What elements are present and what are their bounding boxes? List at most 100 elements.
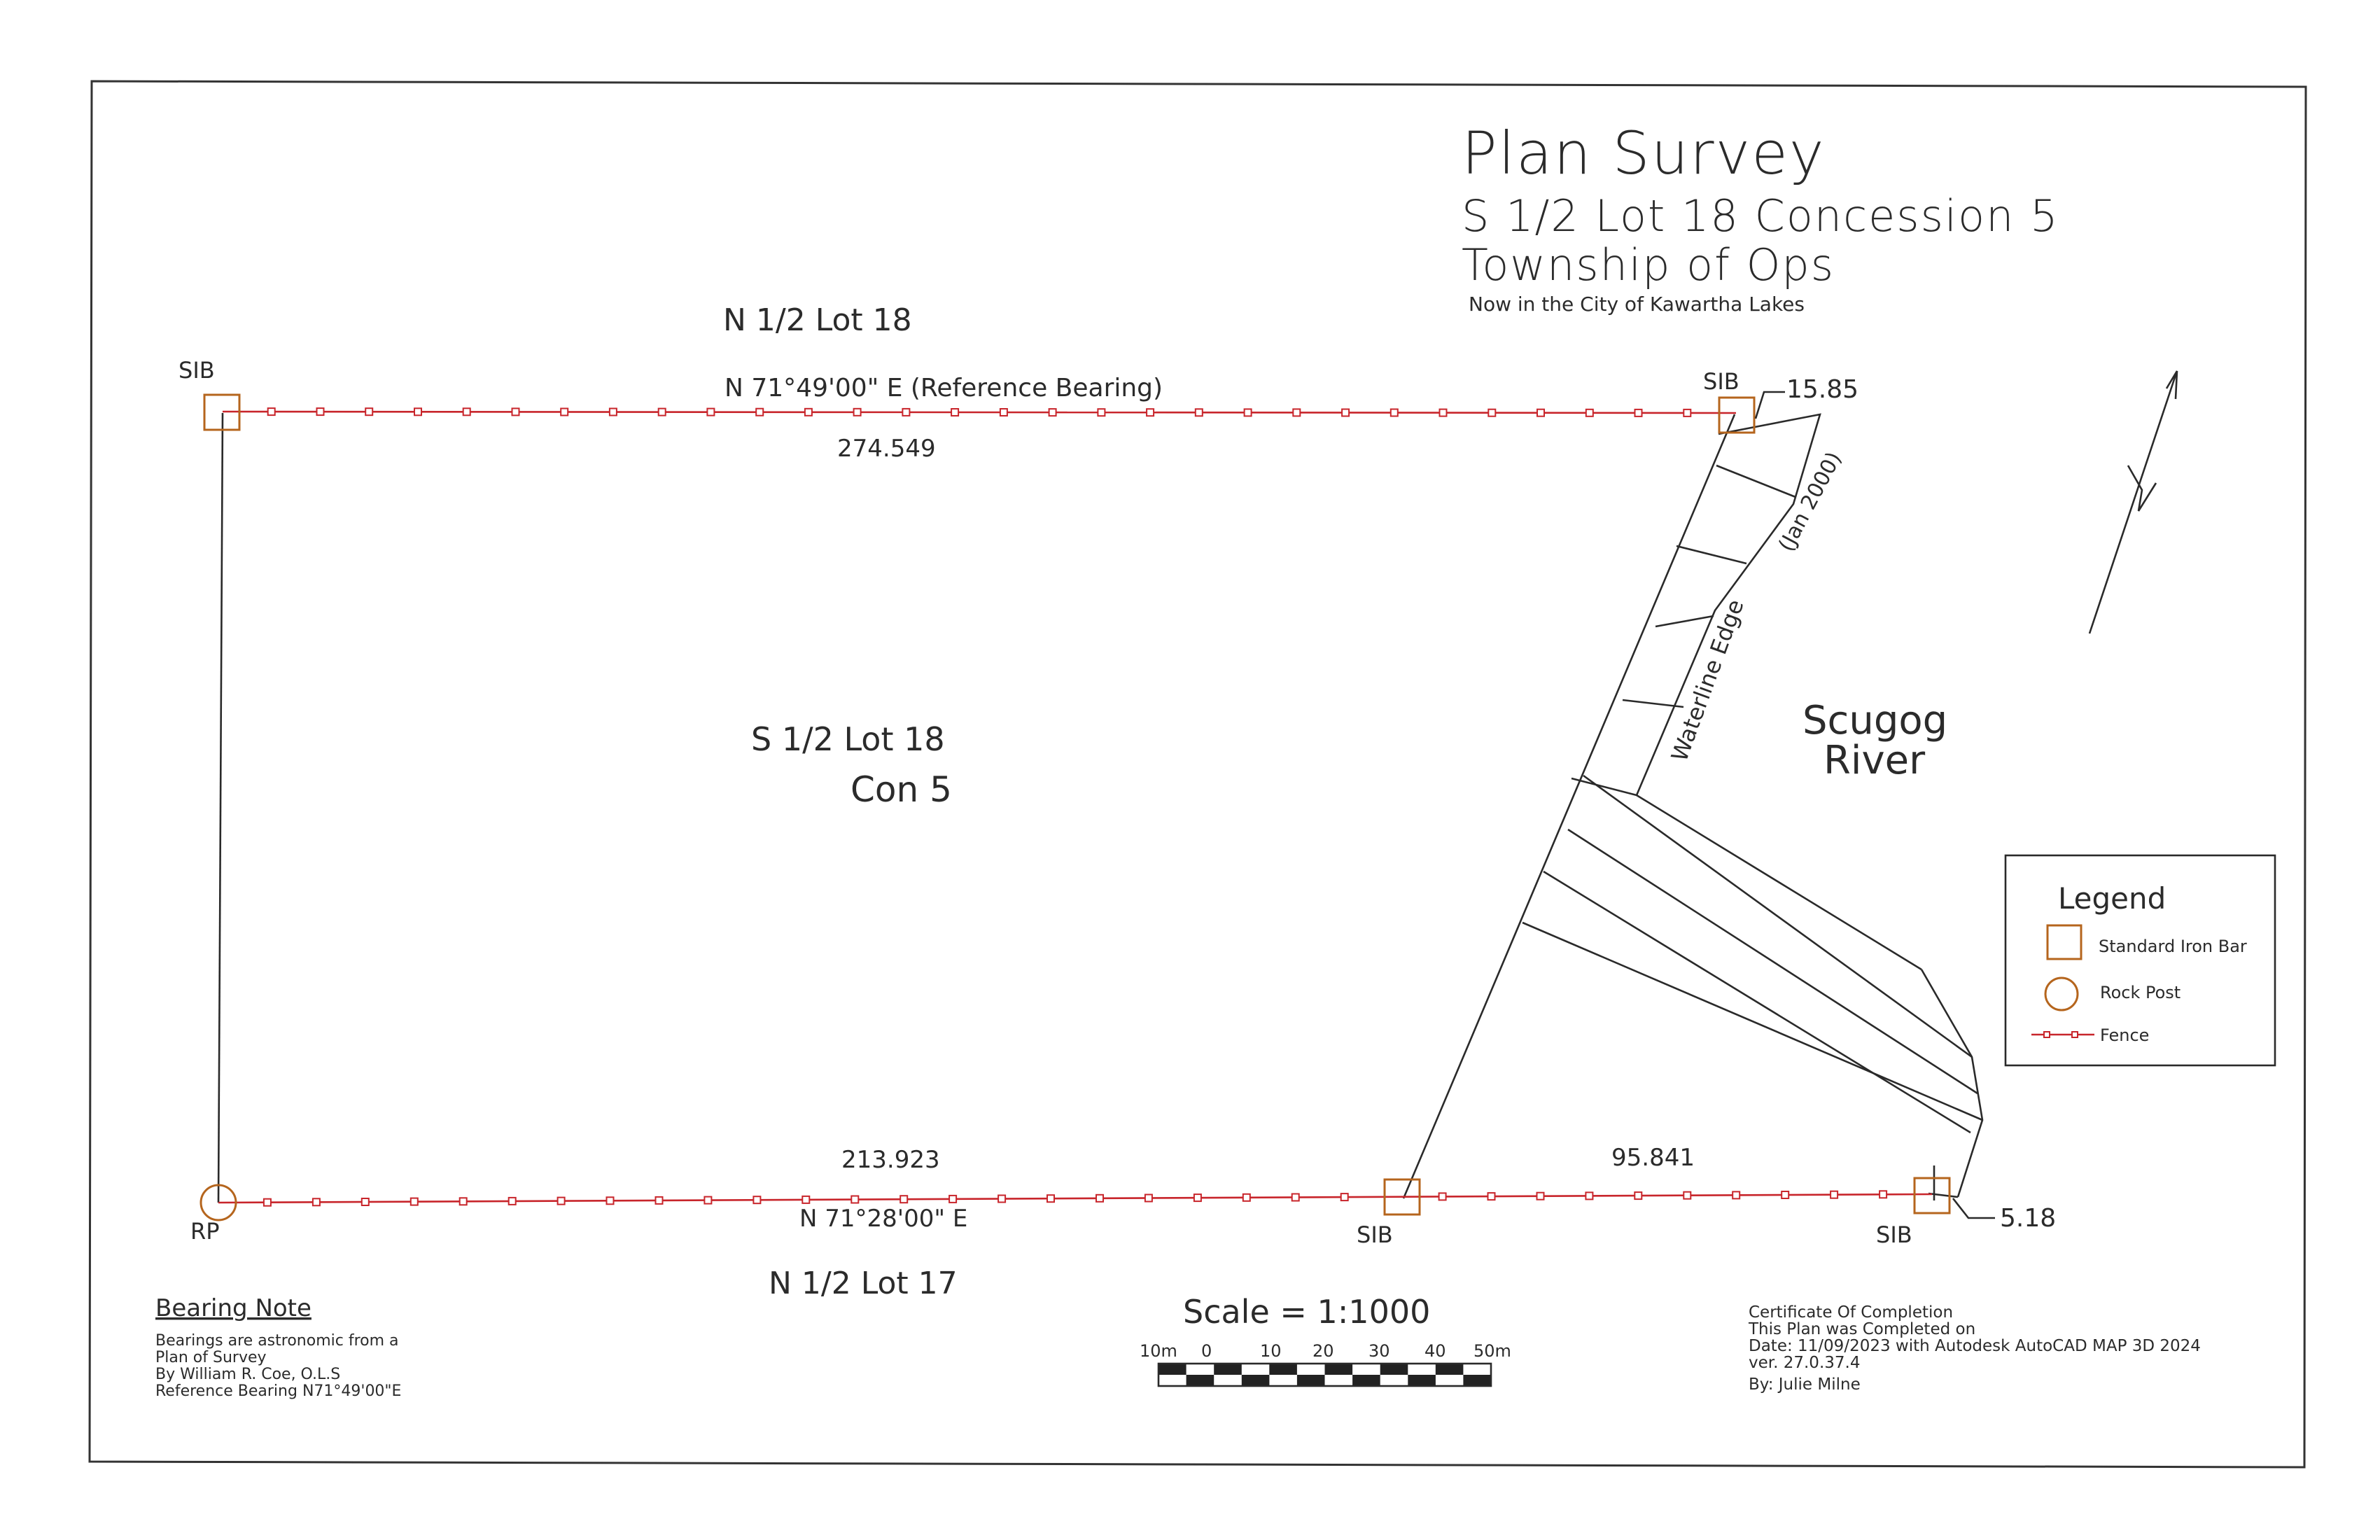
north-bearing: N 71°49'00" E (Reference Bearing) [724, 374, 1163, 402]
fence-post [1341, 408, 1350, 417]
fence-post [1634, 1191, 1643, 1200]
river-label-2: River [1823, 738, 1926, 783]
monument-label-s-mid: SIB [1357, 1222, 1393, 1248]
scale-bar: Scale = 1:1000 10m 0 10 20 30 40 50m [1140, 1293, 1511, 1387]
fence-post [1830, 1190, 1839, 1199]
fence-post [462, 407, 471, 416]
certificate-line-4: ver. 27.0.37.4 [1749, 1354, 1860, 1372]
monument-sib-s-mid [1383, 1178, 1421, 1216]
parcel-label-con: Con 5 [850, 769, 952, 810]
river-label-1: Scugog [1802, 698, 1947, 743]
fence-post [1291, 1193, 1300, 1202]
fence-post [608, 407, 617, 416]
south-lot-label: N 1/2 Lot 17 [769, 1266, 958, 1301]
scale-tick-label-3: 10 [1260, 1341, 1282, 1361]
fence-post [1536, 1191, 1545, 1200]
fence-post [414, 407, 422, 416]
north-arrow-icon [2088, 370, 2178, 634]
legend-rock-post-label: Rock Post [2100, 983, 2180, 1002]
fence-post [560, 407, 569, 416]
fence-post [657, 407, 666, 416]
fence-post [1732, 1191, 1741, 1200]
fence-post [365, 407, 374, 416]
fence-post [1634, 408, 1643, 417]
south-fence-line [218, 1193, 1933, 1204]
scale-title: Scale = 1:1000 [1183, 1293, 1430, 1331]
fence-post [1146, 408, 1155, 417]
waterline-label: Waterline Edge [1666, 596, 1749, 764]
fence-post [262, 1198, 272, 1207]
north-fence-line [222, 410, 1737, 414]
fence-post [654, 1196, 664, 1205]
fence-post [1242, 1193, 1251, 1202]
scale-bar-cell [1214, 1364, 1242, 1375]
north-fence-posts [267, 407, 1692, 417]
legend-standard-iron-bar-symbol [2046, 924, 2082, 960]
certificate-line-1: Certificate Of Completion [1749, 1303, 1953, 1322]
fence-post [1488, 408, 1497, 417]
scale-bar-cell [1380, 1364, 1408, 1375]
bearing-note: Bearing Note Bearings are astronomic fro… [155, 1294, 401, 1400]
se-offset: 5.18 [2000, 1204, 2056, 1233]
scale-tick-label-4: 20 [1312, 1341, 1334, 1361]
monument-label-ne: SIB [1703, 368, 1740, 395]
plan-title: Plan Survey [1462, 119, 1826, 188]
fence-post [706, 407, 715, 416]
fence-post [606, 1196, 615, 1205]
fence-post [360, 1198, 370, 1206]
plan-subtitle-township: Township of Ops [1462, 239, 1835, 290]
fence-post [1683, 1191, 1692, 1200]
waterline-edge [1522, 413, 1984, 1198]
scale-bar-cell [1352, 1375, 1380, 1386]
fence-post [1683, 408, 1692, 417]
scale-bar-cell [1241, 1375, 1270, 1386]
fence-post [804, 407, 813, 416]
certificate-line-5: By: Julie Milne [1749, 1376, 1861, 1394]
north-lot-label: N 1/2 Lot 18 [723, 302, 912, 338]
scale-bar-cell [1186, 1375, 1214, 1386]
bearing-note-line-3: By William R. Coe, O.L.S [155, 1366, 340, 1383]
sheet-border [88, 80, 2307, 1469]
fence-post [1536, 408, 1545, 417]
parcel-label-lot: S 1/2 Lot 18 [751, 720, 945, 758]
fence-post [1096, 1194, 1104, 1203]
bearing-note-line-1: Bearings are astronomic from a [155, 1332, 399, 1350]
scale-tick-label-5: 30 [1368, 1341, 1390, 1361]
fence-post [951, 408, 960, 416]
fence-post [1193, 1194, 1202, 1203]
fence-post [458, 1197, 468, 1206]
fence-post [1340, 1193, 1349, 1202]
legend-fence-label: Fence [2100, 1026, 2149, 1045]
fence-post [410, 1197, 419, 1206]
monument-rp-sw [200, 1184, 237, 1222]
certificate-of-completion: Certificate Of Completion This Plan was … [1748, 1303, 2201, 1394]
jan-2000-label: (Jan 2000) [1774, 448, 1847, 556]
plan-subtitle-city: Now in the City of Kawartha Lakes [1469, 293, 1805, 316]
monument-sib-se [1913, 1177, 1951, 1214]
fence-post [1781, 1191, 1790, 1199]
fence-post [999, 408, 1008, 416]
fence-post [556, 1196, 566, 1205]
fence-post [1438, 1192, 1447, 1201]
fence-post [1438, 408, 1448, 417]
ne-offset: 15.85 [1786, 375, 1858, 404]
fence-post [316, 407, 325, 416]
fence-post [267, 407, 276, 416]
title-block: Plan Survey S 1/2 Lot 18 Concession 5 To… [1462, 119, 2059, 316]
fence-post [1585, 1191, 1594, 1200]
plan-subtitle-lot: S 1/2 Lot 18 Concession 5 [1462, 190, 2059, 241]
boundary-lines [217, 412, 1959, 1203]
fence-post [312, 1198, 321, 1207]
scale-bar-cell [1408, 1375, 1436, 1386]
fence-post [1048, 408, 1057, 417]
monument-label-sw: RP [190, 1218, 220, 1245]
fence-post [752, 1196, 762, 1205]
south-distance-west: 213.923 [841, 1146, 940, 1174]
legend-title: Legend [2058, 881, 2166, 916]
bearing-note-line-2: Plan of Survey [155, 1349, 267, 1366]
bearing-note-heading: Bearing Note [155, 1294, 312, 1322]
bearing-note-line-4: Reference Bearing N71°49'00"E [155, 1382, 401, 1400]
fence-post [850, 1195, 860, 1204]
fence-post [902, 407, 911, 416]
